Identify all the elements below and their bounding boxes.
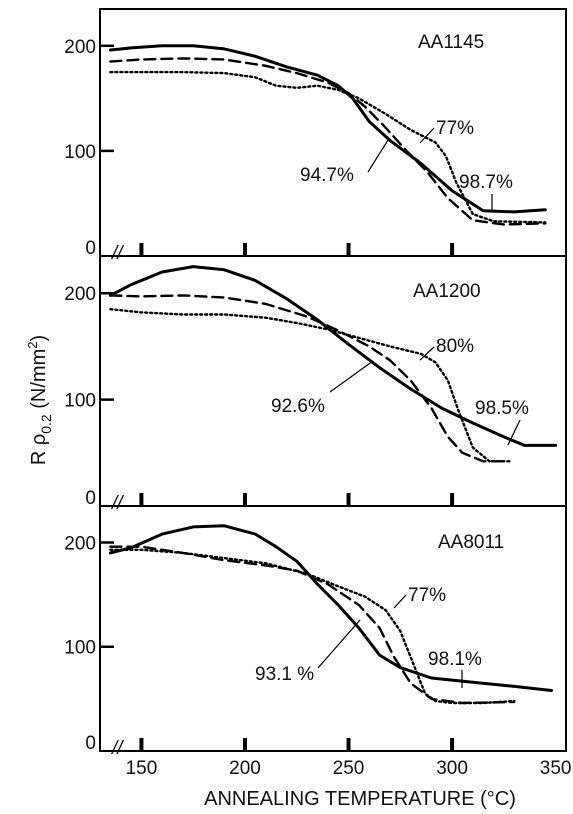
panel-label: AA8011 bbox=[438, 532, 504, 553]
x-tick-label: 350 bbox=[540, 758, 572, 779]
series-group bbox=[108, 265, 558, 463]
annotation-label: 98.7% bbox=[459, 172, 513, 193]
annotation-leader bbox=[317, 619, 361, 669]
x-tick-label: 200 bbox=[229, 758, 261, 779]
annotation-leader bbox=[419, 127, 435, 144]
y-tick-label: 200 bbox=[64, 37, 96, 58]
x-tick-label: 150 bbox=[126, 758, 158, 779]
series-group bbox=[108, 44, 547, 226]
x-tick-group: // bbox=[110, 493, 455, 514]
axis-break-mark: // bbox=[110, 738, 124, 759]
annotation-label: 93.1 % bbox=[255, 664, 314, 685]
y-tick-label: 0 bbox=[85, 733, 96, 754]
annotation-label: 77% bbox=[408, 585, 446, 606]
annotation-label: 77% bbox=[436, 118, 474, 139]
axis-break-mark: // bbox=[110, 493, 124, 514]
series-line-dotted bbox=[109, 548, 516, 705]
y-axis-title: R ρ0.2 (N/mm2) bbox=[25, 335, 54, 465]
annotation-label: 92.6% bbox=[271, 396, 325, 417]
series-line-dashed bbox=[109, 294, 506, 463]
annotation-leader bbox=[329, 360, 374, 393]
panel-aa1145: AA1145 0 100 200 // 94.7% 77% 98.7% bbox=[64, 8, 567, 264]
series-line-dotted bbox=[109, 70, 547, 224]
annotation-leader bbox=[507, 419, 521, 446]
series-group bbox=[108, 524, 553, 705]
panel-aa1200: AA1200 0 100 200 // 80% 92.6% 98.5% bbox=[64, 255, 567, 514]
x-tick-labels: 150 200 250 300 350 bbox=[126, 758, 572, 779]
y-tick-group: 0 100 200 bbox=[64, 284, 114, 509]
annotation-leader bbox=[367, 139, 389, 173]
y-tick-label: 200 bbox=[64, 284, 96, 305]
x-axis-title: ANNEALING TEMPERATURE (°C) bbox=[204, 788, 516, 810]
series-line-dashed bbox=[109, 57, 547, 226]
x-tick-label: 300 bbox=[436, 758, 468, 779]
annotation-label: 80% bbox=[436, 336, 474, 357]
y-tick-label: 200 bbox=[64, 533, 96, 554]
y-tick-label: 100 bbox=[64, 142, 96, 163]
annotation-leader bbox=[393, 594, 407, 609]
y-tick-label: 0 bbox=[85, 238, 96, 259]
y-tick-group: 0 100 200 bbox=[64, 533, 114, 754]
x-tick-group: // bbox=[110, 738, 455, 759]
annotation-label: 94.7% bbox=[300, 165, 354, 186]
y-tick-group: 0 100 200 bbox=[64, 37, 114, 259]
series-line-solid bbox=[108, 524, 553, 692]
x-tick-label: 250 bbox=[333, 758, 365, 779]
annotation-label: 98.5% bbox=[475, 398, 529, 419]
annotation-label: 98.1% bbox=[428, 649, 482, 670]
panel-frame bbox=[99, 255, 567, 507]
axis-break-mark: // bbox=[110, 243, 124, 264]
panel-label: AA1200 bbox=[413, 281, 481, 302]
series-line-dotted bbox=[109, 308, 512, 463]
series-line-solid bbox=[108, 265, 558, 447]
panel-label: AA1145 bbox=[418, 32, 484, 53]
panel-aa8011: AA8011 0 100 200 // 77% 93.1 % 98.1% bbox=[64, 505, 567, 759]
y-tick-label: 100 bbox=[64, 638, 96, 659]
annotation-leader bbox=[419, 346, 435, 361]
x-tick-group: // bbox=[110, 243, 455, 264]
y-tick-label: 100 bbox=[64, 391, 96, 412]
y-tick-label: 0 bbox=[85, 488, 96, 509]
panel-frame bbox=[99, 505, 567, 752]
series-line-solid bbox=[108, 44, 547, 214]
